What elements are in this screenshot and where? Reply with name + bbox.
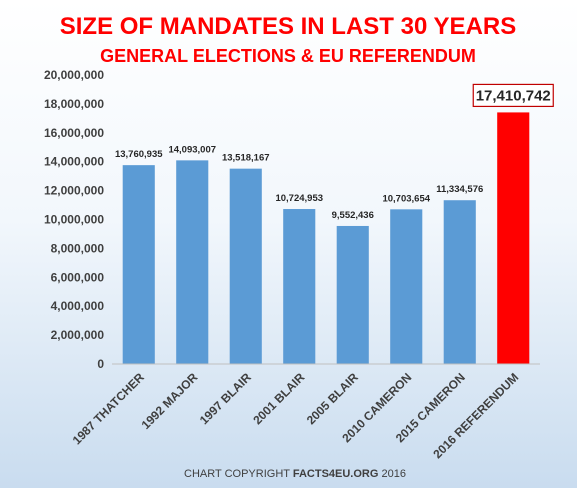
y-tick-label: 16,000,000 [44,126,104,140]
y-tick-label: 6,000,000 [51,270,105,284]
bar-series [122,112,530,364]
y-axis-tick-labels: 0 2,000,000 4,000,000 6,000,000 8,000,000 10,… [44,68,104,371]
bar [443,200,476,364]
y-tick-label: 8,000,000 [51,241,105,255]
data-labels: 13,760,935 14,093,007 13,518,167 10,724,953… [115,83,554,221]
chart-title: SIZE OF MANDATES IN LAST 30 YEARS [60,13,517,40]
data-label: 13,760,935 [115,149,163,160]
y-tick-label: 0 [97,357,104,371]
x-tick-label: 1997 BLAIR [197,370,254,427]
y-tick-label: 12,000,000 [44,184,104,198]
data-label: 10,703,654 [382,193,430,204]
data-label: 14,093,007 [168,144,216,155]
data-label: 9,552,436 [332,210,374,221]
data-label: 10,724,953 [275,193,323,204]
bar [229,168,262,364]
y-tick-label: 20,000,000 [44,68,104,82]
bar [176,160,209,364]
y-tick-label: 14,000,000 [44,155,104,169]
x-tick-label: 2005 BLAIR [304,370,361,427]
data-label: 11,334,576 [436,184,483,195]
y-tick-label: 4,000,000 [51,299,105,313]
bar [122,165,155,364]
chart-subtitle: GENERAL ELECTIONS & EU REFERENDUM [100,46,476,66]
y-tick-label: 2,000,000 [51,328,105,342]
footer-prefix: CHART COPYRIGHT [184,468,293,480]
bar-highlight [497,112,530,364]
y-tick-label: 10,000,000 [44,213,104,227]
x-tick-label: 2001 BLAIR [250,370,307,427]
footer-brand: FACTS4EU.ORG [293,468,379,480]
data-label-highlight: 17,410,742 [476,87,551,104]
x-tick-label: 1987 THATCHER [70,370,147,447]
y-tick-label: 18,000,000 [44,97,104,111]
bar [390,209,423,364]
chart-footer: CHART COPYRIGHT FACTS4EU.ORG 2016 [184,468,406,480]
x-tick-label: 1992 MAJOR [139,370,201,432]
highlight-label-box [472,83,554,108]
footer-suffix: 2016 [378,468,406,480]
bar [336,225,369,364]
bar [283,209,316,364]
data-label: 13,518,167 [222,153,270,164]
